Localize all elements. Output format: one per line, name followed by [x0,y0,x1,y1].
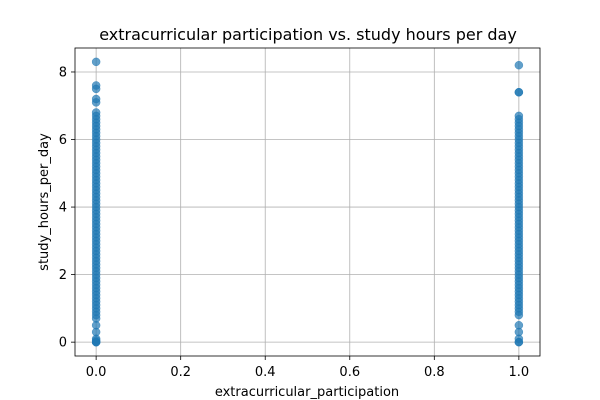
y-axis-label: study_hours_per_day [37,133,52,271]
y-tick-label: 6 [59,133,67,148]
scatter-point [514,321,524,330]
scatter-point [514,111,524,121]
y-axis-ticks: 0 2 4 6 8 [59,65,75,351]
x-axis-ticks: 0.0 0.2 0.4 0.6 0.8 1.0 [86,356,529,380]
chart-title: extracurricular participation vs. study … [99,25,517,44]
x-tick-label: 0.6 [339,365,360,380]
y-tick-label: 8 [59,65,67,80]
y-tick-label: 4 [59,201,67,216]
scatter-point [91,94,101,104]
plot-frame [74,47,541,357]
scatter-point [514,60,524,70]
x-tick-label: 0.0 [86,365,107,380]
data-points [91,57,524,347]
x-tick-label: 0.4 [255,365,276,380]
grid [75,48,540,356]
scatter-point [514,87,524,97]
x-tick-label: 0.2 [170,365,191,380]
y-tick-label: 2 [59,268,67,283]
y-tick-label: 0 [59,336,67,351]
x-tick-label: 1.0 [509,365,530,380]
x-axis-label: extracurricular_participation [215,385,399,400]
scatter-point [91,108,101,117]
scatter-point [91,81,101,90]
x-tick-label: 0.8 [424,365,445,380]
scatter-point [91,57,101,67]
